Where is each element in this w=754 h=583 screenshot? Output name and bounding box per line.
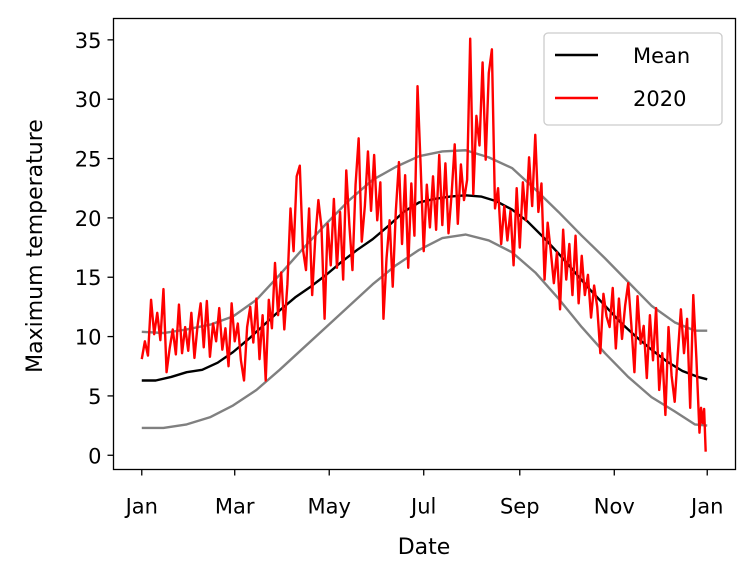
y-tick-label: 5 [88, 385, 101, 409]
y-tick-label: 10 [75, 326, 102, 350]
x-tick-label: Mar [215, 495, 255, 519]
y-tick-label: 35 [75, 29, 102, 53]
y-tick-label: 15 [75, 266, 102, 290]
x-axis-label: Date [398, 535, 451, 560]
x-tick-label: Jan [124, 495, 158, 519]
lower-envelope-line [141, 233, 708, 430]
y-tick-label: 25 [75, 148, 102, 172]
y-tick-label: 20 [75, 207, 102, 231]
legend: Mean 2020 [543, 32, 723, 126]
x-axis: Jan Mar May Jul Sep Nov Jan [124, 469, 723, 519]
upper-envelope-line [141, 149, 708, 335]
legend-label: Mean [633, 44, 690, 68]
x-tick-label: Nov [594, 495, 635, 519]
x-tick-label: Jul [409, 495, 436, 519]
y-tick-label: 0 [88, 444, 101, 468]
y-tick-label: 30 [75, 88, 102, 112]
x-tick-label: Sep [500, 495, 540, 519]
series-2020-line [140, 37, 707, 452]
x-tick-label: Jan [689, 495, 723, 519]
y-axis-label: Maximum temperature [23, 119, 48, 373]
y-axis: 0 5 10 15 20 25 30 35 [75, 29, 114, 468]
x-tick-label: May [308, 495, 351, 519]
series-layer [140, 37, 708, 452]
legend-label: 2020 [633, 87, 686, 111]
plot-frame [112, 17, 737, 471]
